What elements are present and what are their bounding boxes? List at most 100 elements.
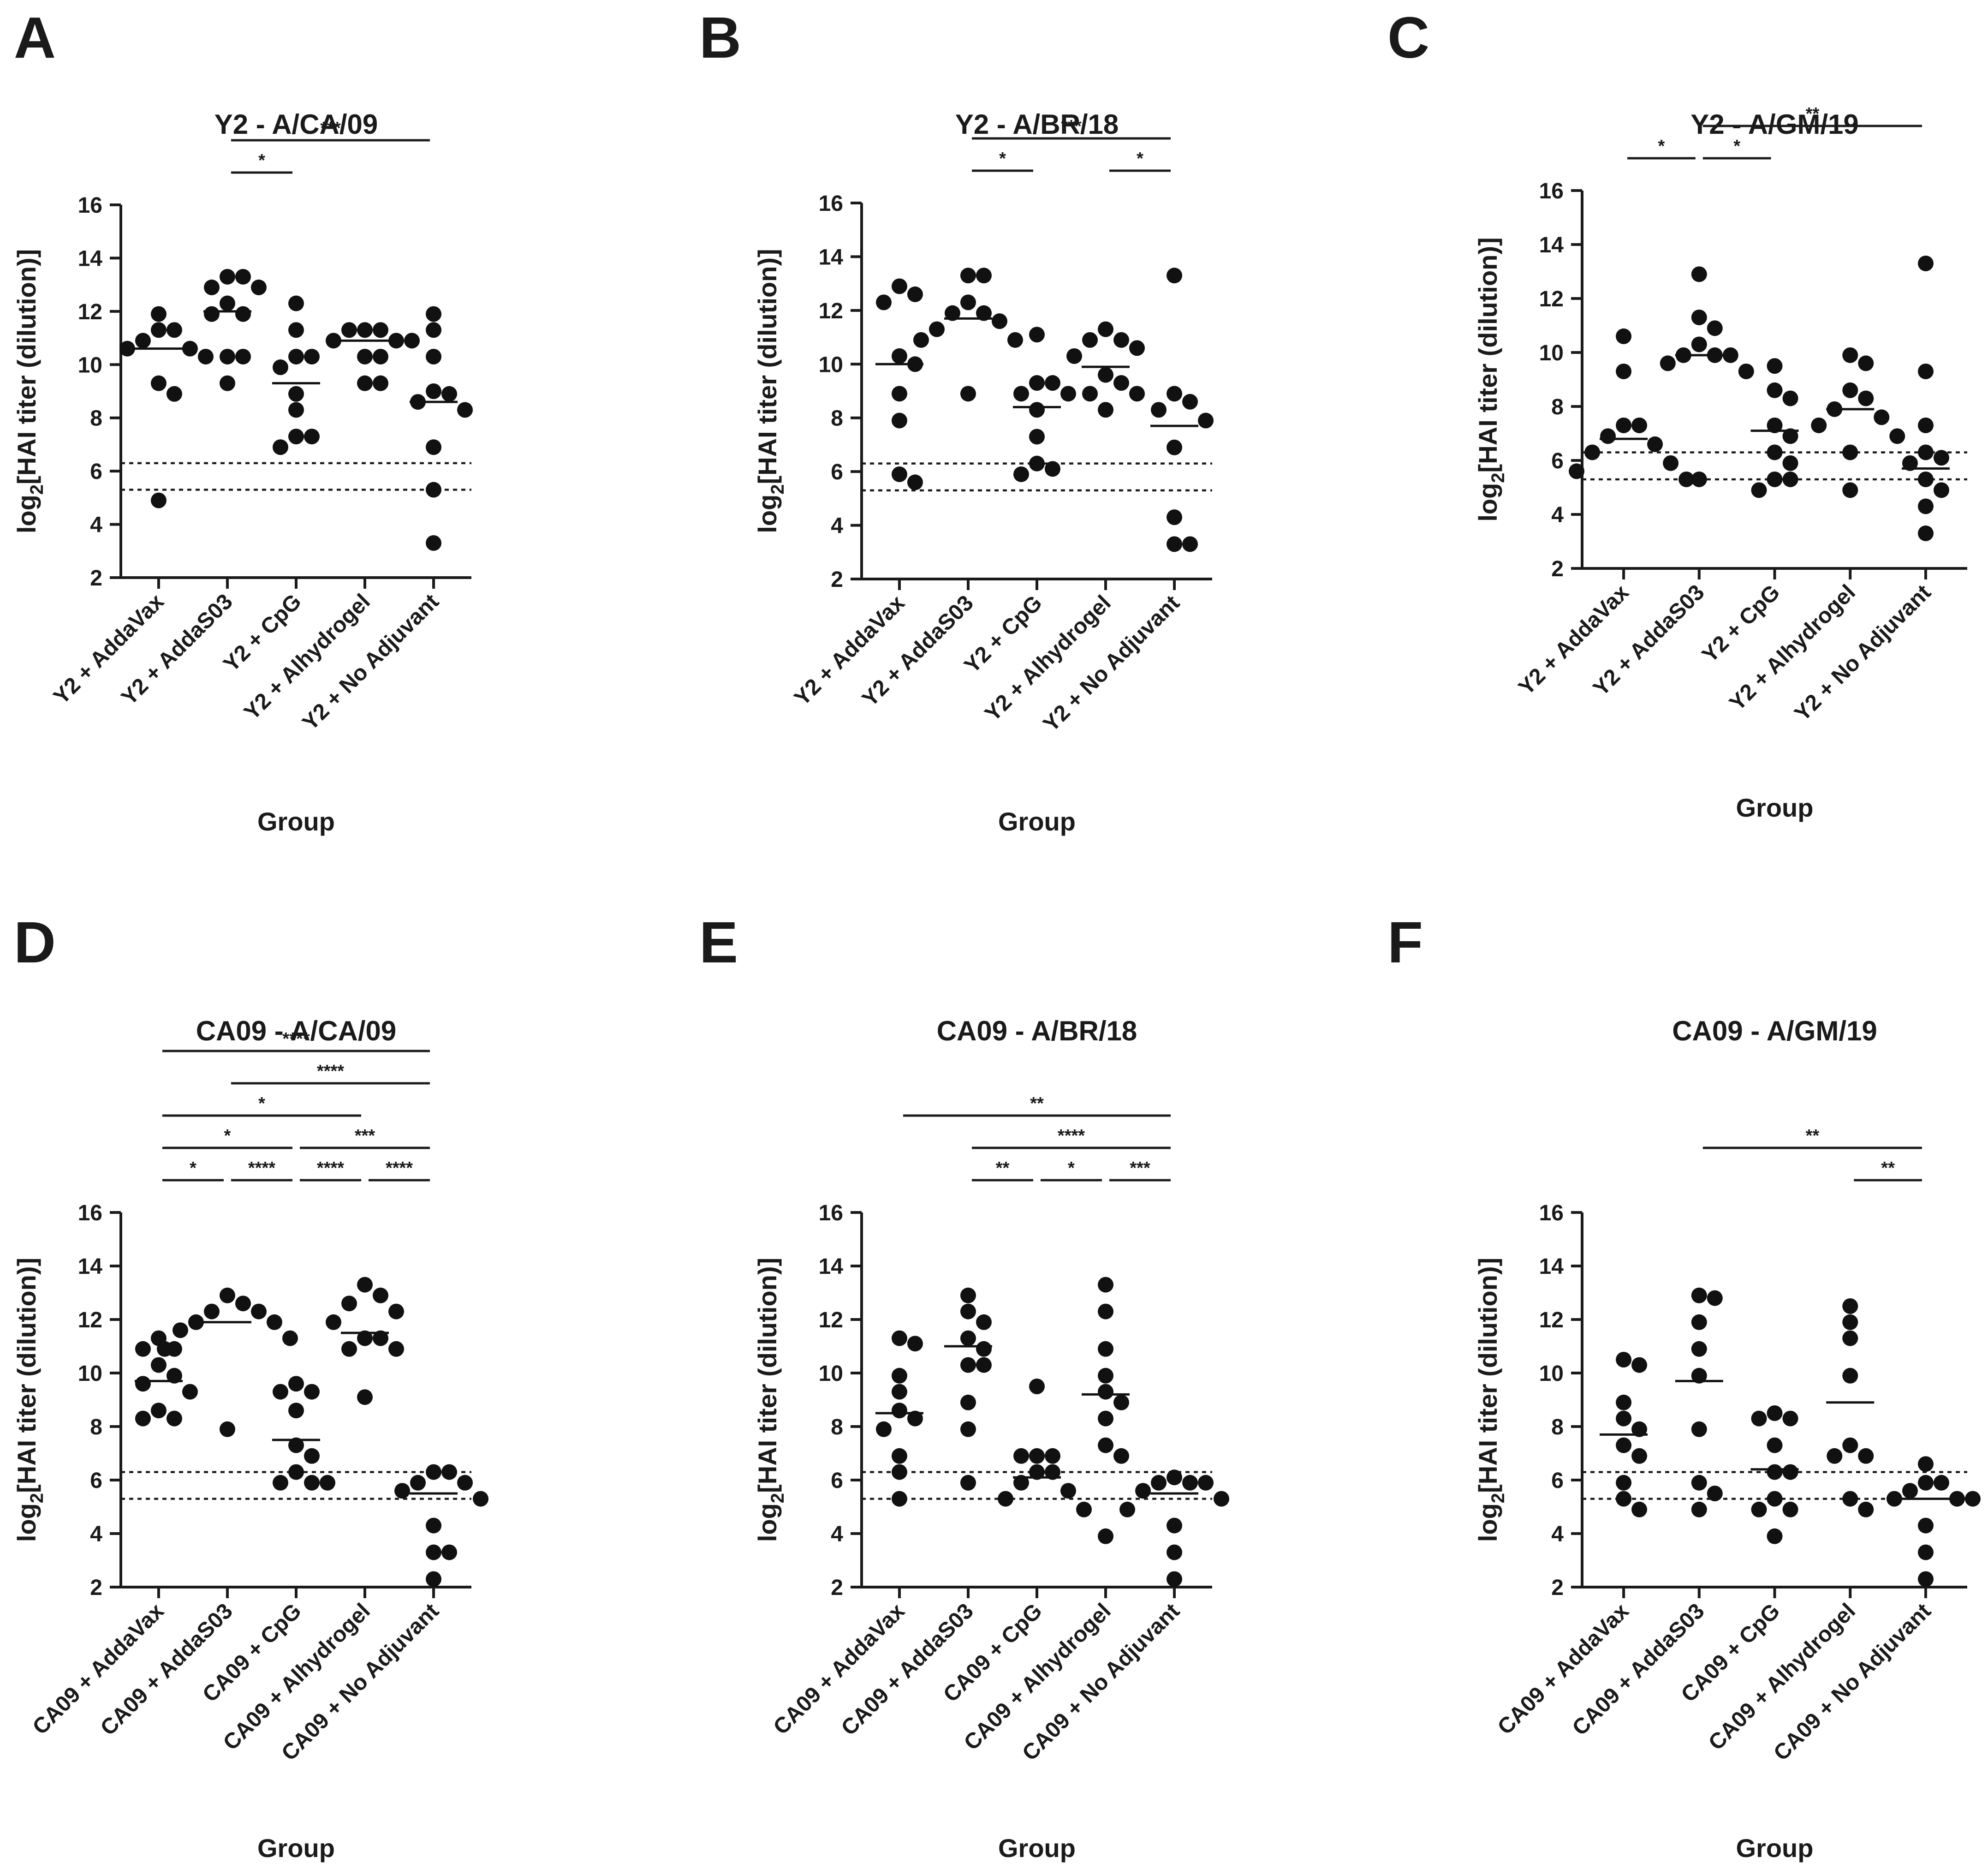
panel-title: Y2 - A/CA/09	[214, 109, 378, 140]
y-tick-label: 16	[78, 193, 102, 218]
panel-letter: B	[699, 5, 741, 70]
data-point	[1917, 417, 1934, 433]
y-tick-label: 12	[1539, 287, 1564, 311]
data-point	[1167, 1517, 1183, 1534]
data-point	[960, 1287, 976, 1303]
y-tick-label: 4	[831, 1522, 843, 1547]
data-point	[135, 1410, 151, 1427]
data-point	[1858, 1448, 1874, 1464]
data-point	[203, 1303, 220, 1320]
data-point	[135, 1341, 151, 1357]
data-point	[1631, 1357, 1648, 1373]
data-point	[304, 348, 320, 364]
data-point	[991, 313, 1007, 329]
data-point	[1842, 347, 1858, 363]
data-point	[1782, 1410, 1798, 1427]
data-point	[1767, 358, 1783, 374]
data-point	[357, 1330, 373, 1346]
data-point	[960, 386, 976, 402]
panel-title: CA09 - A/GM/19	[1672, 1015, 1877, 1046]
data-point	[1616, 417, 1632, 433]
data-point	[426, 439, 442, 455]
data-point	[976, 1314, 992, 1330]
y-tick-label: 12	[78, 300, 102, 324]
data-point	[1584, 444, 1601, 460]
data-point	[875, 294, 892, 311]
data-point	[891, 386, 907, 402]
x-tick-label: CA09 + AddaVax	[1493, 1599, 1634, 1739]
significance-label: ****	[317, 1062, 344, 1081]
data-point	[1113, 1448, 1130, 1464]
data-point	[119, 340, 135, 357]
data-point	[219, 1287, 235, 1303]
data-point	[135, 333, 151, 349]
data-point	[426, 1464, 442, 1480]
data-point	[426, 383, 442, 399]
data-point	[1842, 444, 1858, 460]
data-point	[1098, 1410, 1114, 1427]
data-point	[1767, 382, 1783, 398]
data-point	[1167, 1544, 1183, 1560]
data-point	[326, 1314, 342, 1330]
x-axis-title: Group	[257, 1833, 335, 1863]
data-point	[235, 306, 251, 322]
x-tick-label: Y2 + Alhydrogel	[980, 591, 1116, 726]
data-point	[373, 348, 389, 364]
y-axis-title: log2[HAI titer (dilution)]	[753, 249, 788, 533]
data-point	[426, 1571, 442, 1587]
data-point	[457, 402, 473, 418]
data-point	[182, 1384, 198, 1400]
data-point	[976, 268, 992, 284]
y-tick-label: 16	[819, 191, 843, 216]
data-point	[1082, 332, 1098, 348]
data-point	[1691, 336, 1707, 352]
data-point	[1691, 309, 1707, 325]
y-tick-label: 2	[90, 566, 102, 591]
data-point	[1874, 409, 1890, 425]
data-point	[1767, 1405, 1783, 1421]
panel-letter: C	[1387, 5, 1429, 70]
data-point	[891, 1403, 907, 1419]
data-point	[1858, 355, 1874, 371]
y-tick-label: 14	[1539, 1254, 1564, 1279]
data-point	[1917, 363, 1934, 379]
y-tick-label: 14	[78, 1254, 103, 1279]
data-point	[1782, 1464, 1798, 1480]
y-tick-label: 6	[831, 460, 843, 484]
panel-E: E CA09 - A/BR/18 2 4 6 8 10 12 14 16 log2[HAI tite…	[699, 910, 1230, 1863]
significance-label: ****	[317, 1158, 344, 1178]
x-tick-label: CA09 + AddaS03	[1568, 1599, 1709, 1740]
data-point	[1098, 1341, 1114, 1357]
data-point	[1902, 455, 1918, 471]
data-point	[1076, 1501, 1092, 1517]
data-point	[273, 439, 288, 455]
data-point	[1707, 320, 1723, 336]
data-point	[891, 348, 907, 364]
y-tick-label: 12	[78, 1308, 102, 1332]
data-point	[426, 1544, 442, 1560]
data-point	[1198, 1475, 1214, 1491]
y-tick-label: 10	[78, 353, 102, 377]
data-point	[203, 279, 220, 295]
y-tick-label: 8	[831, 1415, 843, 1439]
data-point	[1045, 1464, 1060, 1480]
data-point	[357, 375, 373, 391]
data-point	[388, 333, 405, 349]
y-tick-label: 8	[831, 406, 843, 431]
y-tick-label: 2	[90, 1576, 102, 1600]
data-point	[235, 348, 251, 364]
data-point	[1933, 1475, 1949, 1491]
data-point	[341, 322, 357, 338]
data-point	[288, 1376, 304, 1392]
y-tick-label: 4	[1551, 503, 1564, 527]
data-point	[1098, 321, 1114, 337]
data-point	[1767, 1491, 1783, 1507]
data-point	[197, 348, 214, 364]
data-point	[1917, 498, 1934, 514]
data-point	[1842, 1330, 1858, 1346]
y-tick-label: 4	[90, 1522, 102, 1547]
data-point	[976, 1341, 992, 1357]
data-point	[357, 1277, 373, 1293]
significance-label: ****	[1058, 1126, 1085, 1146]
